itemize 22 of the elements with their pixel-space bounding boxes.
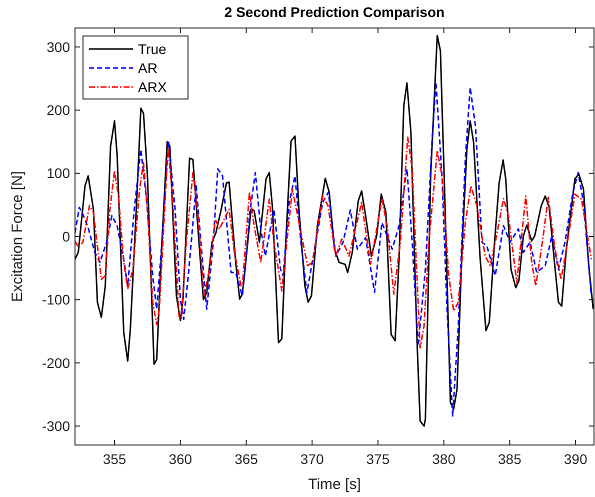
y-tick-label: -100 bbox=[42, 292, 70, 308]
line-series bbox=[75, 136, 592, 348]
legend-label: ARX bbox=[138, 78, 168, 95]
y-tick-label: -300 bbox=[42, 418, 70, 434]
x-tick-label: 385 bbox=[498, 451, 522, 467]
x-tick-label: 390 bbox=[564, 451, 588, 467]
y-tick-label: 0 bbox=[62, 228, 70, 244]
x-tick-label: 380 bbox=[432, 451, 456, 467]
y-tick-label: 100 bbox=[46, 165, 70, 182]
x-tick-label: 370 bbox=[300, 451, 324, 467]
legend-label: AR bbox=[138, 60, 158, 76]
x-tick-label: 365 bbox=[234, 451, 258, 467]
x-tick-label: 375 bbox=[366, 451, 390, 467]
y-tick-label: 300 bbox=[46, 38, 70, 55]
x-tick-label: 360 bbox=[168, 451, 192, 467]
y-axis-title: Excitation Force [N] bbox=[9, 171, 26, 302]
chart-title: 2 Second Prediction Comparison bbox=[224, 4, 445, 20]
x-axis-title: Time [s] bbox=[308, 476, 361, 493]
y-tick-label: -200 bbox=[42, 354, 70, 371]
y-tick-label: 200 bbox=[46, 102, 70, 118]
x-tick-label: 355 bbox=[102, 451, 126, 467]
legend-label: True bbox=[138, 40, 166, 57]
